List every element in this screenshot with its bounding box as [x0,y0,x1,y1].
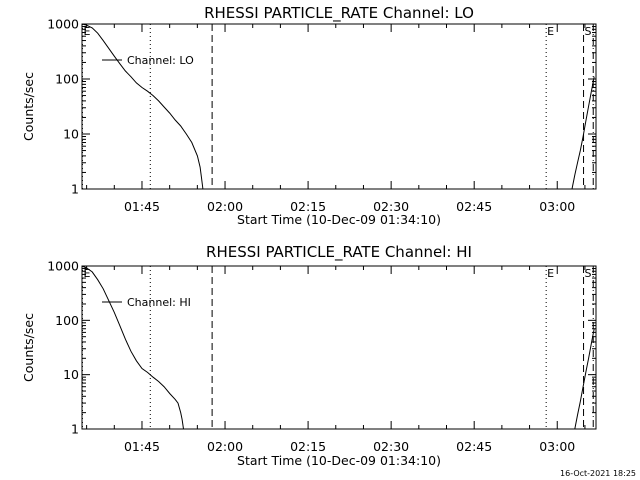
y-tick-label: 10 [63,127,79,142]
x-axis-label: Start Time (10-Dec-09 01:34:10) [237,453,441,468]
y-tick-label: 1000 [47,259,79,274]
y-tick-label: 1000 [47,17,79,32]
x-tick-label: 03:00 [539,199,575,214]
x-tick-label: 02:15 [290,439,326,454]
chart-panel-lo: RHESSI PARTICLE_RATE Channel: LO Start Ti… [21,4,597,227]
x-tick-label: 03:00 [539,439,575,454]
y-tick-label: 100 [55,72,79,87]
x-tick-label: 02:00 [207,199,243,214]
time-marker-label: E [547,267,554,280]
plot-frame [81,23,597,190]
plot-frame [81,265,597,430]
x-axis-label: Start Time (10-Dec-09 01:34:10) [237,212,441,227]
series-line [81,23,204,190]
footer-timestamp: 16-Oct-2021 18:25 [560,469,636,478]
chart-title: RHESSI PARTICLE_RATE Channel: HI [206,243,472,262]
time-marker-label: S [585,25,592,38]
x-tick-label: 02:15 [290,199,326,214]
x-tick-label: 02:30 [373,439,409,454]
x-tick-label: 02:45 [456,199,492,214]
chart-panel-hi: RHESSI PARTICLE_RATE Channel: HI Start Ti… [21,243,597,468]
x-tick-label: 02:45 [456,439,492,454]
time-marker-label: E [83,267,90,280]
time-marker-label: E [83,25,90,38]
y-axis-label: Counts/sec [21,313,36,382]
time-marker-label: E [547,25,554,38]
series-line [574,328,595,430]
legend-label: Channel: LO [127,54,194,67]
x-tick-label: 01:45 [124,439,160,454]
series-line [81,265,184,430]
x-tick-label: 02:30 [373,199,409,214]
x-tick-label: 02:00 [207,439,243,454]
series-line [571,76,595,190]
chart-title: RHESSI PARTICLE_RATE Channel: LO [204,4,474,23]
y-tick-label: 1 [71,422,79,437]
y-axis-label: Counts/sec [21,72,36,141]
time-marker-label: S [585,267,592,280]
legend-label: Channel: HI [127,296,191,309]
y-tick-label: 100 [55,313,79,328]
x-tick-label: 01:45 [124,199,160,214]
y-tick-label: 10 [63,367,79,382]
y-tick-label: 1 [71,182,79,197]
